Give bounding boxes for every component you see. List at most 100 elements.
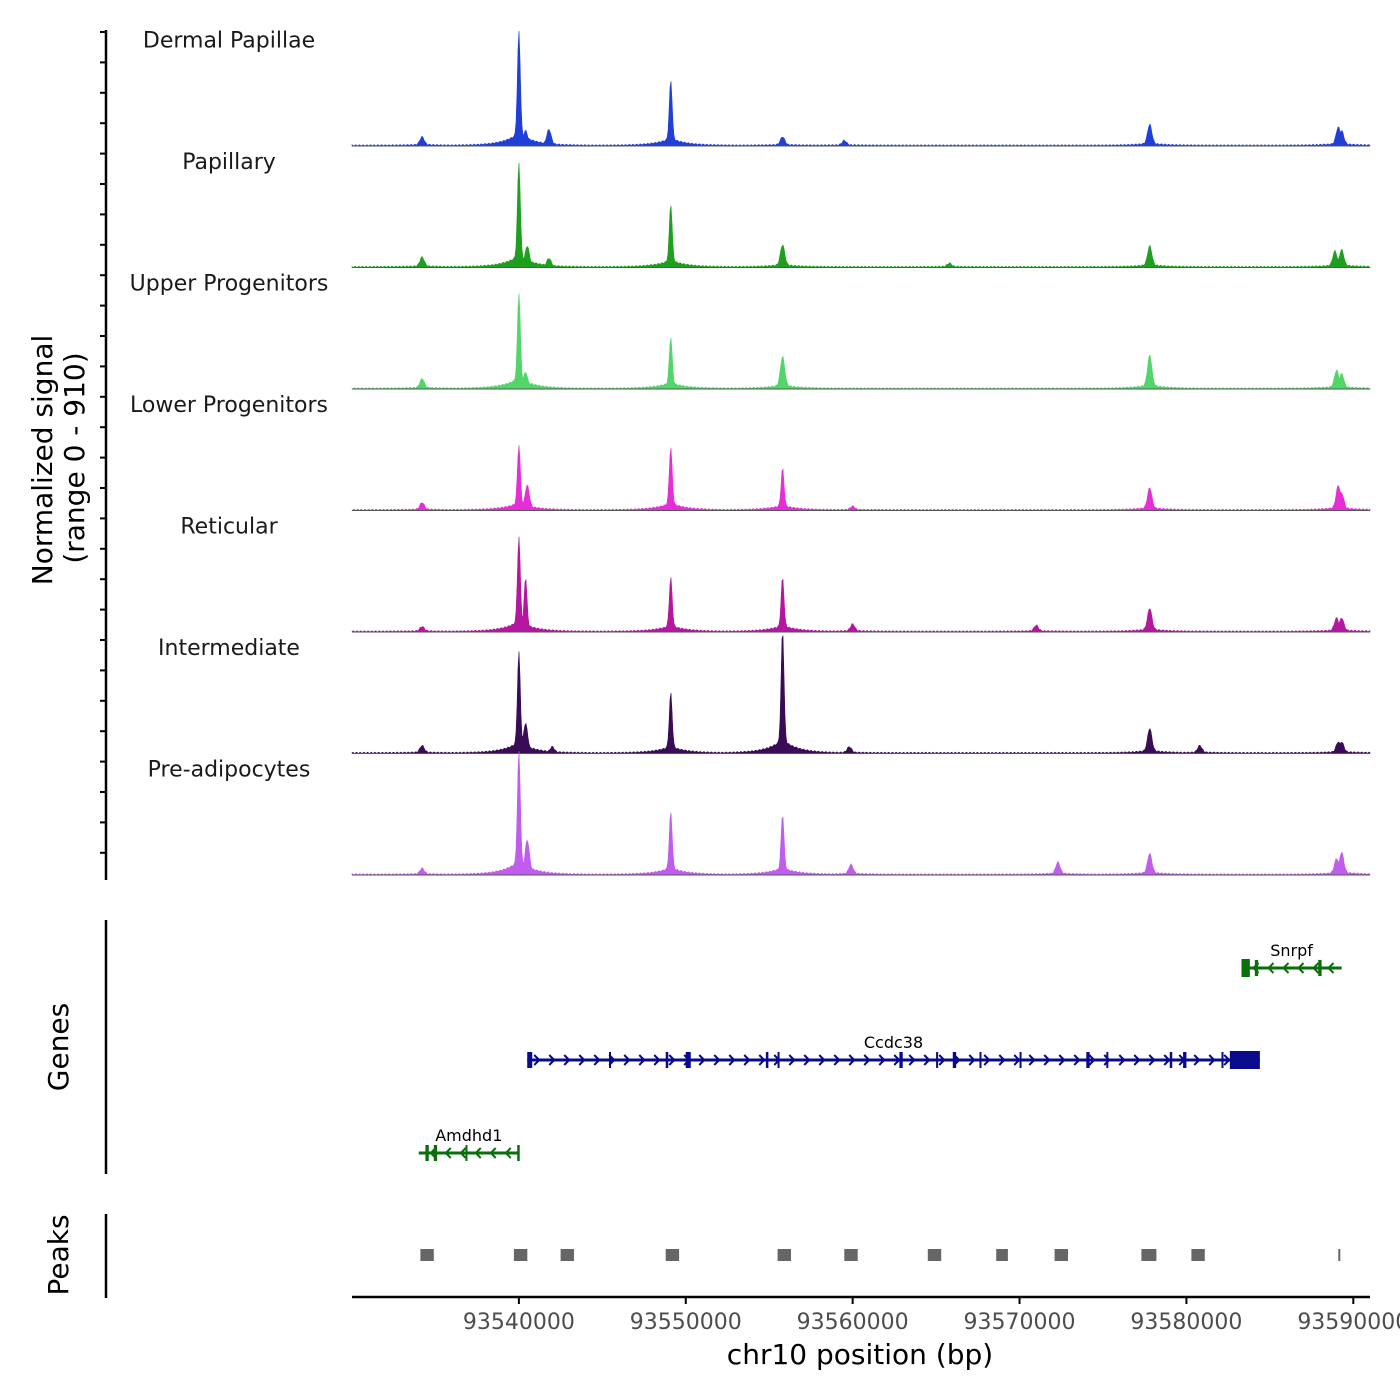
genes-track: Snrpf Ccdc38 Amdhd1 (418, 941, 1342, 1161)
signal-tracks: Dermal Papillae Papillary Upper Progenitor… (130, 29, 1371, 876)
peak-region (1191, 1249, 1205, 1261)
strand-arrow (548, 1054, 556, 1066)
track-label: Reticular (180, 515, 278, 540)
strand-arrow (1028, 1054, 1036, 1066)
gene-exon (936, 1052, 939, 1068)
strand-arrow (1163, 1054, 1171, 1066)
strand-arrow (563, 1054, 571, 1066)
track-3: Lower Progenitors (130, 393, 1371, 511)
strand-arrow (489, 1147, 497, 1159)
track-2: Upper Progenitors (130, 272, 1371, 390)
strand-arrow (698, 1054, 706, 1066)
strand-arrow (1013, 1054, 1021, 1066)
strand-arrow (878, 1054, 886, 1066)
strand-arrow (758, 1054, 766, 1066)
peak-region (927, 1249, 942, 1261)
gene-exon (425, 1145, 429, 1161)
peak-region (1141, 1249, 1157, 1261)
strand-arrow (818, 1054, 826, 1066)
strand-arrow (1103, 1054, 1111, 1066)
x-tick-label: 93580000 (1130, 1310, 1242, 1335)
strand-arrow (998, 1054, 1006, 1066)
x-tick-label: 93550000 (630, 1310, 742, 1335)
strand-arrow (653, 1054, 661, 1066)
signal-area (351, 30, 1371, 147)
strand-arrow (1148, 1054, 1156, 1066)
gene-exon (527, 1052, 533, 1068)
signal-area (351, 445, 1371, 511)
track-4: Reticular (180, 515, 1371, 633)
strand-arrow (863, 1054, 871, 1066)
y-axis-subtitle: (range 0 - 910) (58, 352, 91, 563)
gene-exon (765, 1052, 769, 1068)
strand-arrow (533, 1054, 541, 1066)
strand-arrow (1133, 1054, 1141, 1066)
strand-arrow (1282, 962, 1290, 974)
gene-exon (609, 1052, 612, 1068)
signal-area (351, 293, 1371, 390)
strand-arrow (908, 1054, 916, 1066)
gene-exon (777, 1052, 780, 1068)
strand-arrow (713, 1054, 721, 1066)
strand-arrow (1267, 962, 1275, 974)
peak-region (513, 1249, 528, 1261)
y-axis-title: Normalized signal (26, 335, 59, 586)
peak-region (844, 1249, 858, 1261)
gene-exon (433, 1145, 438, 1161)
peak-region (996, 1249, 1008, 1261)
strand-arrow (578, 1054, 586, 1066)
strand-arrow (728, 1054, 736, 1066)
gene-Amdhd1: Amdhd1 (418, 1126, 520, 1161)
strand-arrow (444, 1147, 452, 1159)
peak-region (420, 1249, 434, 1261)
track-label: Dermal Papillae (143, 29, 315, 54)
gene-exon (1183, 1052, 1187, 1068)
strand-arrow (1327, 962, 1335, 974)
strand-arrow (459, 1147, 467, 1159)
strand-arrow (504, 1147, 512, 1159)
strand-arrow (938, 1054, 946, 1066)
gene-Snrpf: Snrpf (1241, 941, 1342, 977)
strand-arrow (1073, 1054, 1081, 1066)
gene-exon (1221, 1052, 1224, 1068)
x-tick-label: 93570000 (964, 1310, 1076, 1335)
strand-arrow (1058, 1054, 1066, 1066)
strand-arrow (743, 1054, 751, 1066)
strand-arrow (968, 1054, 976, 1066)
track-0: Dermal Papillae (143, 29, 1371, 147)
peaks-track (420, 1249, 1341, 1261)
signal-y-ticks (100, 31, 106, 854)
peak-region (1054, 1249, 1068, 1261)
gene-label: Ccdc38 (864, 1033, 923, 1052)
strand-arrow (1297, 962, 1305, 974)
x-tick-label: 93590000 (1297, 1310, 1400, 1335)
strand-arrow (474, 1147, 482, 1159)
gene-exon (1106, 1052, 1109, 1068)
peak-region (665, 1249, 680, 1261)
strand-arrow (1223, 1054, 1231, 1066)
gene-exon (952, 1052, 957, 1068)
track-label: Intermediate (158, 636, 300, 661)
track-label: Pre-adipocytes (148, 758, 311, 783)
peaks-track-title: Peaks (42, 1214, 75, 1295)
gene-exon (685, 1052, 691, 1068)
strand-arrow (803, 1054, 811, 1066)
gene-exon (465, 1145, 468, 1161)
gene-exon (1086, 1052, 1090, 1068)
strand-arrow (638, 1054, 646, 1066)
strand-arrow (1043, 1054, 1051, 1066)
strand-arrow (848, 1054, 856, 1066)
track-label: Papillary (182, 150, 276, 175)
track-label: Upper Progenitors (130, 272, 329, 297)
strand-arrow (1193, 1054, 1201, 1066)
gene-exon (1019, 1052, 1022, 1068)
gene-label: Snrpf (1270, 941, 1313, 960)
gene-exon (979, 1052, 982, 1068)
gene-exon (665, 1052, 669, 1068)
signal-area (351, 635, 1371, 754)
signal-area (351, 536, 1371, 633)
track-5: Intermediate (158, 635, 1371, 754)
genes-track-title: Genes (42, 1003, 75, 1091)
strand-arrow (1208, 1054, 1216, 1066)
